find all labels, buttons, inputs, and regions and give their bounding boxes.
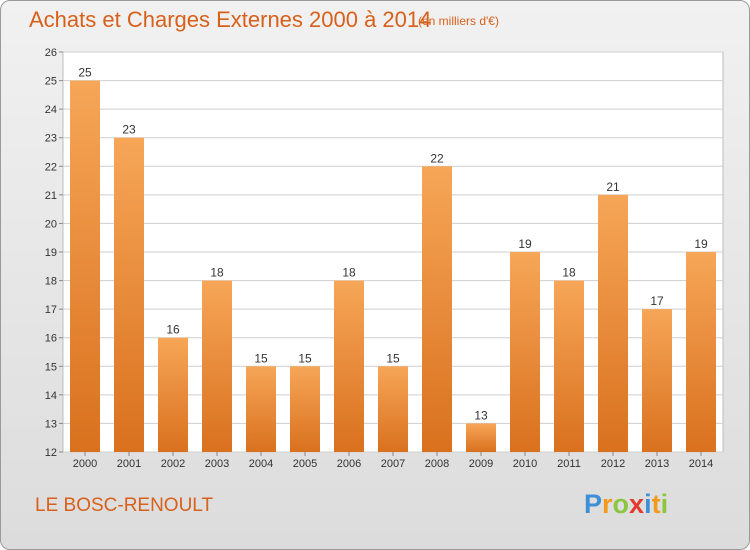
proxiti-logo: Proxiti bbox=[584, 489, 669, 519]
value-label: 22 bbox=[430, 151, 444, 165]
y-tick-label: 14 bbox=[45, 390, 57, 402]
bar bbox=[598, 194, 628, 452]
y-tick-label: 19 bbox=[45, 247, 57, 259]
value-label: 23 bbox=[122, 123, 136, 137]
x-tick-label: 2003 bbox=[205, 458, 229, 470]
bar bbox=[642, 309, 672, 452]
x-tick-label: 2000 bbox=[73, 458, 97, 470]
y-tick-label: 25 bbox=[45, 76, 57, 88]
x-tick-label: 2001 bbox=[117, 458, 141, 470]
value-label: 18 bbox=[562, 266, 576, 280]
chart-title: Achats et Charges Externes 2000 à 2014 bbox=[29, 7, 432, 32]
value-label: 15 bbox=[298, 351, 312, 365]
y-tick-label: 26 bbox=[45, 47, 57, 59]
bar bbox=[378, 366, 408, 452]
x-tick-label: 2010 bbox=[513, 458, 537, 470]
value-label: 13 bbox=[474, 408, 488, 422]
chart-subtitle: (en milliers d'€) bbox=[418, 14, 499, 28]
x-tick-label: 2008 bbox=[425, 458, 449, 470]
x-tick-label: 2014 bbox=[689, 458, 713, 470]
value-label: 15 bbox=[386, 351, 400, 365]
y-tick-label: 13 bbox=[45, 418, 57, 430]
x-tick-label: 2007 bbox=[381, 458, 405, 470]
bar bbox=[334, 280, 364, 452]
value-label: 21 bbox=[606, 180, 620, 194]
y-tick-label: 17 bbox=[45, 304, 57, 316]
bar bbox=[510, 252, 540, 452]
value-label: 17 bbox=[650, 294, 664, 308]
bar bbox=[158, 337, 188, 452]
bar bbox=[554, 280, 584, 452]
commune-name: LE BOSC-RENOULT bbox=[35, 495, 214, 516]
y-tick-label: 18 bbox=[45, 276, 57, 288]
y-tick-label: 16 bbox=[45, 333, 57, 345]
bar bbox=[290, 366, 320, 452]
x-tick-label: 2006 bbox=[337, 458, 361, 470]
y-tick-label: 12 bbox=[45, 447, 57, 459]
value-label: 18 bbox=[342, 266, 356, 280]
x-tick-label: 2005 bbox=[293, 458, 317, 470]
x-tick-label: 2009 bbox=[469, 458, 493, 470]
x-tick-label: 2011 bbox=[557, 458, 581, 470]
value-label: 18 bbox=[210, 266, 224, 280]
value-label: 19 bbox=[694, 237, 708, 251]
bar bbox=[246, 366, 276, 452]
x-tick-label: 2012 bbox=[601, 458, 625, 470]
y-tick-label: 24 bbox=[45, 104, 57, 116]
y-tick-label: 21 bbox=[45, 190, 57, 202]
bar bbox=[202, 280, 232, 452]
bar bbox=[422, 166, 452, 453]
bar bbox=[114, 137, 144, 452]
value-label: 19 bbox=[518, 237, 532, 251]
x-tick-label: 2013 bbox=[645, 458, 669, 470]
y-tick-label: 15 bbox=[45, 361, 57, 373]
x-tick-label: 2002 bbox=[161, 458, 185, 470]
y-tick-label: 22 bbox=[45, 161, 57, 173]
bar bbox=[70, 80, 100, 453]
value-label: 16 bbox=[166, 323, 180, 337]
y-tick-label: 20 bbox=[45, 218, 57, 230]
x-tick-label: 2004 bbox=[249, 458, 273, 470]
y-tick-label: 23 bbox=[45, 133, 57, 145]
value-label: 25 bbox=[78, 66, 92, 80]
bar bbox=[466, 423, 496, 452]
value-label: 15 bbox=[254, 351, 268, 365]
bar bbox=[686, 252, 716, 452]
